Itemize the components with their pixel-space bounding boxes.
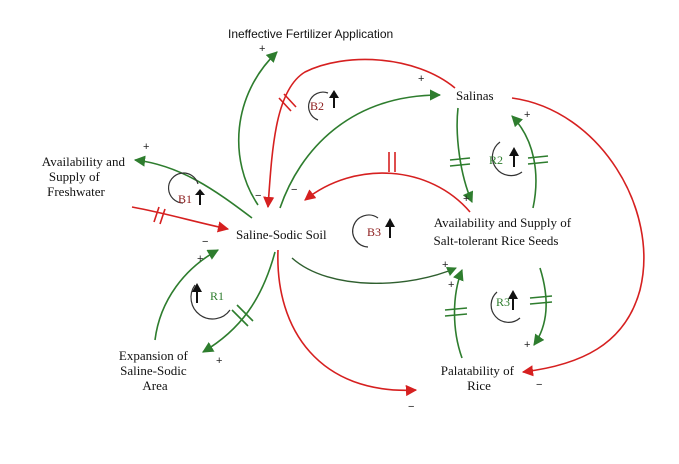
link-salinas-to-seeds [456, 107, 474, 204]
delay-mark-r3-a [529, 295, 553, 299]
delay-mark-b1-b [159, 208, 166, 225]
node-expansion-line-1: Expansion of [119, 348, 189, 363]
polarity-freshwater: + [143, 141, 149, 153]
node-saline-sodic-soil: Saline-Sodic Soil [236, 227, 327, 242]
polarity-fertilizer: + [259, 43, 265, 55]
node-salinas: Salinas [456, 88, 494, 103]
node-seeds-line-2: Salt-tolerant Rice Seeds [434, 233, 559, 248]
loop-b3: B3 [352, 214, 395, 248]
loop-label-r3: R3 [496, 295, 510, 309]
node-seeds-line-1: Availability and Supply of [434, 215, 572, 230]
loop-label-b3: B3 [367, 225, 381, 239]
polarity-salinas: + [418, 73, 424, 85]
link-soil-to-seeds [291, 257, 457, 284]
polarity-seeds-from-salinas: + [463, 193, 469, 205]
link-seeds-to-salinas [511, 115, 537, 209]
polarity-salinas-from-seeds: + [524, 109, 530, 121]
delay-mark-b2-b [283, 93, 297, 108]
delay-mark-r3-b [529, 301, 553, 305]
node-freshwater-line-2: Supply of [49, 169, 101, 184]
loop-r2: R2 [489, 141, 523, 177]
link-palatability-to-seeds [453, 268, 464, 359]
link-salinas-to-palatability [511, 97, 645, 377]
node-freshwater-line-1: Availability and [42, 154, 126, 169]
delay-mark-r2-a [449, 157, 471, 161]
link-soil-to-fertilizer [237, 51, 278, 206]
delay-mark-r2-d [527, 161, 549, 165]
link-soil-to-palatability [277, 249, 418, 397]
link-seeds-to-palatability [533, 267, 548, 346]
polarity-palatability-from-salinas: − [536, 379, 542, 391]
node-palatability-line-1: Palatability of [441, 363, 515, 378]
delay-mark-r1-b [236, 304, 254, 322]
polarity-soil-from-seeds: − [291, 184, 297, 196]
loop-label-b2: B2 [310, 99, 324, 113]
loop-r3: R3 [490, 290, 521, 323]
polarity-palatability-from-soil: − [408, 401, 414, 413]
link-freshwater-to-soil [131, 206, 230, 233]
node-palatability: Palatability of Rice [441, 363, 518, 393]
link-expansion-to-soil [154, 249, 219, 341]
delay-mark-r3-d [444, 313, 468, 317]
delay-mark-r1-a [231, 309, 249, 327]
link-salinas-to-soil [263, 58, 456, 209]
loop-label-b1: B1 [178, 192, 192, 206]
polarity-soil-from-freshwater: − [202, 236, 208, 248]
node-freshwater-line-3: Freshwater [47, 184, 105, 199]
polarity-seeds-from-soil: + [442, 259, 448, 271]
link-soil-to-salinas [279, 89, 442, 209]
node-freshwater: Availability and Supply of Freshwater [42, 154, 128, 199]
polarity-expansion: + [216, 355, 222, 367]
link-soil-to-freshwater [133, 155, 253, 219]
node-ineffective-fertilizer: Ineffective Fertilizer Application [228, 27, 393, 41]
node-salt-tolerant-seeds: Availability and Supply of Salt-tolerant… [434, 215, 575, 248]
polarity-seeds-from-palatability: + [448, 279, 454, 291]
delay-mark-r2-c [527, 155, 549, 159]
delay-mark-r3-c [444, 307, 468, 311]
delay-mark-b1-a [153, 206, 160, 223]
delay-mark-b2-a [278, 97, 292, 112]
link-soil-to-expansion [202, 251, 276, 353]
loop-r1: R1 [190, 283, 231, 320]
loop-b1: B1 [167, 172, 205, 206]
delay-mark-r2-b [449, 163, 471, 167]
node-expansion-line-2: Saline-Sodic [120, 363, 187, 378]
node-expansion: Expansion of Saline-Sodic Area [119, 348, 191, 393]
link-seeds-to-soil [304, 172, 471, 213]
loop-label-r1: R1 [210, 289, 224, 303]
loop-b2: B2 [308, 90, 339, 121]
loop-label-r2: R2 [489, 153, 503, 167]
node-expansion-line-3: Area [142, 378, 167, 393]
polarity-soil-from-expansion: + [197, 253, 203, 265]
polarity-soil-from-salinas: − [255, 190, 261, 202]
polarity-palatability-from-seeds: + [524, 339, 530, 351]
node-palatability-line-2: Rice [467, 378, 491, 393]
